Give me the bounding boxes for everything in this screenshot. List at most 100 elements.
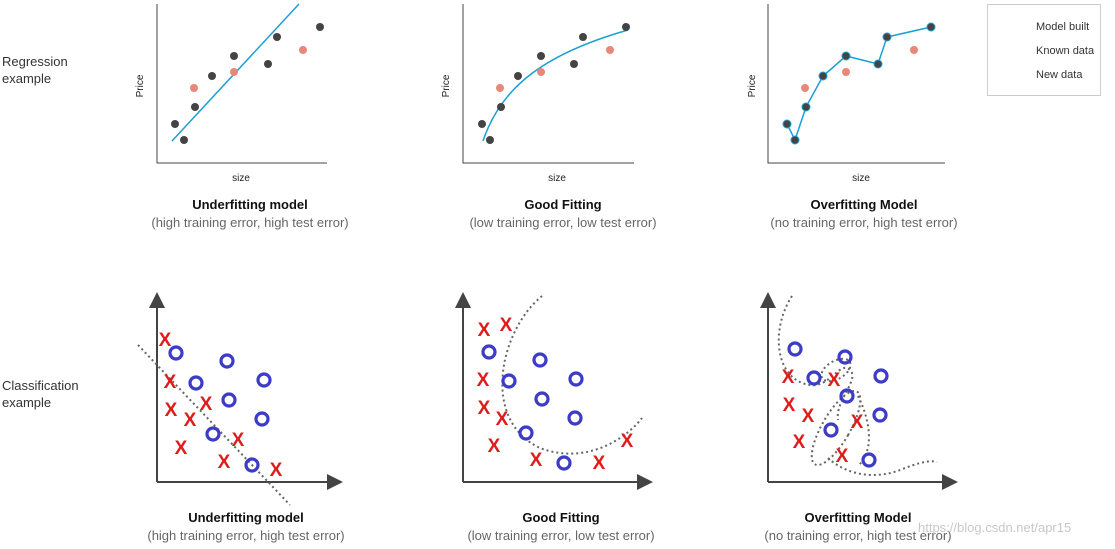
circle-marker bbox=[205, 426, 221, 442]
known-point bbox=[486, 136, 494, 144]
known-points bbox=[782, 22, 936, 145]
circle-marker bbox=[188, 375, 204, 391]
cross-marker: X bbox=[232, 430, 245, 451]
row-label-regression: Regression example bbox=[2, 54, 68, 86]
new-point bbox=[496, 84, 504, 92]
known-point bbox=[497, 103, 505, 111]
circle-marker bbox=[481, 344, 497, 360]
circle-marker bbox=[534, 391, 550, 407]
decision-boundary bbox=[137, 344, 291, 506]
caption-classification-underfit: Underfitting model (high training error,… bbox=[96, 509, 396, 545]
cross-marker: X bbox=[828, 370, 841, 391]
circle-marker bbox=[861, 452, 877, 468]
circle-marker bbox=[256, 372, 272, 388]
circle-marker bbox=[872, 407, 888, 423]
cross-marker: X bbox=[164, 372, 177, 393]
class-o-markers bbox=[168, 345, 272, 473]
cross-marker: X bbox=[802, 406, 815, 427]
legend-item-known-data: Known data bbox=[994, 44, 1098, 60]
cross-marker: X bbox=[478, 320, 491, 341]
new-point bbox=[190, 84, 198, 92]
classification-underfit-plot: X X X X X X X X X bbox=[137, 292, 343, 506]
watermark: https://blog.csdn.net/apr15 bbox=[918, 520, 1072, 535]
cross-marker: X bbox=[200, 394, 213, 415]
caption-title: Overfitting Model bbox=[804, 510, 912, 525]
cross-marker: X bbox=[218, 452, 231, 473]
known-point bbox=[264, 60, 272, 68]
x-axis-label: size bbox=[852, 173, 870, 184]
circle-marker bbox=[837, 349, 853, 365]
axes bbox=[767, 4, 945, 164]
class-o-markers bbox=[481, 344, 584, 471]
regression-overfit-plot: size Price bbox=[747, 4, 945, 184]
regression-underfit-plot: size Price bbox=[135, 3, 327, 184]
new-point bbox=[299, 46, 307, 54]
legend-label: New data bbox=[1036, 69, 1083, 81]
legend-label: Known data bbox=[1036, 45, 1095, 57]
new-point bbox=[230, 68, 238, 76]
known-point bbox=[790, 135, 800, 145]
known-point bbox=[171, 120, 179, 128]
known-point bbox=[801, 102, 811, 112]
cross-marker: X bbox=[175, 438, 188, 459]
legend-item-model-built: Model built bbox=[994, 20, 1098, 36]
cross-marker: X bbox=[270, 460, 283, 481]
known-points bbox=[478, 23, 630, 144]
caption-subtitle: (no training error, high test error) bbox=[770, 215, 958, 230]
cross-marker: X bbox=[184, 410, 197, 431]
circle-marker bbox=[556, 455, 572, 471]
caption-title: Overfitting Model bbox=[810, 197, 918, 212]
caption-subtitle: (low training error, low test error) bbox=[467, 528, 655, 543]
y-axis-label: Price bbox=[747, 74, 758, 97]
circle-marker bbox=[254, 411, 270, 427]
new-points bbox=[801, 46, 918, 92]
axes bbox=[462, 4, 634, 164]
class-x-markers: X X X X X X X X X bbox=[477, 315, 634, 474]
class-o-markers bbox=[787, 341, 889, 468]
new-point bbox=[842, 68, 850, 76]
known-point bbox=[622, 23, 630, 31]
cross-marker: X bbox=[477, 370, 490, 391]
caption-regression-goodfit: Good Fitting (low training error, low te… bbox=[413, 196, 713, 232]
known-point bbox=[316, 23, 324, 31]
classification-overfit-plot: X X X X X X X bbox=[760, 292, 958, 490]
new-points bbox=[190, 46, 307, 92]
cross-marker: X bbox=[851, 412, 864, 433]
decision-boundary bbox=[501, 295, 643, 455]
circle-marker bbox=[501, 373, 517, 389]
decision-boundary-island bbox=[810, 389, 862, 467]
known-points bbox=[171, 23, 324, 144]
x-axis-label: size bbox=[548, 173, 566, 184]
cross-marker: X bbox=[496, 409, 509, 430]
classification-goodfit-plot: X X X X X X X X X bbox=[455, 292, 653, 490]
y-axis-label: Price bbox=[135, 74, 146, 97]
new-point bbox=[910, 46, 918, 54]
x-axis-label: size bbox=[232, 173, 250, 184]
circle-marker bbox=[221, 392, 237, 408]
circle-marker bbox=[839, 388, 855, 404]
caption-title: Underfitting model bbox=[188, 510, 304, 525]
known-point bbox=[882, 32, 892, 42]
cross-marker: X bbox=[488, 436, 501, 457]
circle-marker bbox=[219, 353, 235, 369]
known-point bbox=[208, 72, 216, 80]
caption-title: Good Fitting bbox=[522, 510, 600, 525]
caption-subtitle: (no training error, high test error) bbox=[764, 528, 952, 543]
cross-marker: X bbox=[165, 400, 178, 421]
circle-marker bbox=[244, 457, 260, 473]
known-point bbox=[579, 33, 587, 41]
caption-title: Good Fitting bbox=[524, 197, 602, 212]
known-point bbox=[180, 136, 188, 144]
known-point bbox=[273, 33, 281, 41]
circle-marker bbox=[168, 345, 184, 361]
cross-marker: X bbox=[793, 432, 806, 453]
caption-regression-underfit: Underfitting model (high training error,… bbox=[100, 196, 400, 232]
legend: Model built Known data New data bbox=[987, 4, 1101, 96]
known-point bbox=[478, 120, 486, 128]
axes bbox=[156, 4, 327, 164]
decision-boundary-tail bbox=[827, 457, 938, 476]
caption-classification-overfit: Overfitting Model (no training error, hi… bbox=[708, 509, 1008, 545]
class-x-markers: X X X X X X X bbox=[782, 367, 864, 467]
caption-subtitle: (high training error, high test error) bbox=[147, 528, 345, 543]
